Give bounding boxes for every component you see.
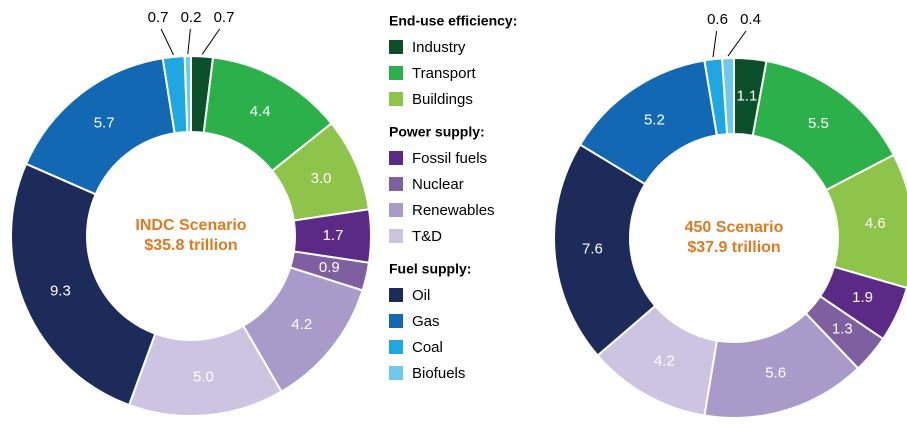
- center-label: INDC Scenario: [135, 217, 246, 234]
- legend-label: Transport: [412, 65, 476, 82]
- value-label: 1.3: [832, 321, 853, 338]
- value-label: 5.2: [644, 111, 665, 128]
- donut-segment: [10, 162, 157, 407]
- value-label: 4.6: [865, 215, 886, 232]
- leader-line: [712, 30, 718, 58]
- legend-label: Renewables: [412, 202, 495, 219]
- legend-swatch: [389, 229, 403, 243]
- legend-swatch: [389, 203, 403, 217]
- legend-label: T&D: [412, 228, 442, 245]
- legend-swatch: [389, 177, 403, 191]
- value-label: 9.3: [50, 283, 71, 300]
- legend-swatch: [389, 66, 403, 80]
- legend-label: Biofuels: [412, 365, 465, 382]
- leader-line: [727, 30, 747, 57]
- value-label: 5.0: [193, 368, 214, 385]
- donut-segment: [183, 54, 192, 134]
- legend-swatch: [389, 314, 403, 328]
- value-label: 0.7: [148, 9, 169, 26]
- legend-label: Oil: [412, 287, 430, 304]
- legend-label: Industry: [412, 39, 466, 56]
- value-label: 1.9: [852, 289, 873, 306]
- legend-label: Nuclear: [412, 176, 464, 193]
- value-label: 5.6: [765, 365, 786, 382]
- legend-swatch: [389, 92, 403, 106]
- center-label: 450 Scenario: [685, 219, 784, 236]
- donut-segment: [553, 143, 657, 357]
- legend-label: Buildings: [412, 91, 473, 108]
- value-label: 0.7: [214, 9, 235, 26]
- value-label: 4.2: [654, 353, 675, 370]
- value-label: 5.7: [94, 115, 115, 132]
- value-label: 0.6: [707, 11, 728, 28]
- legend-swatch: [389, 151, 403, 165]
- value-label: 0.4: [740, 11, 761, 28]
- value-label: 0.2: [181, 9, 202, 26]
- legend-swatch: [389, 366, 403, 380]
- center-label: $35.8 trillion: [144, 237, 237, 254]
- legend-heading: End-use efficiency:: [389, 13, 517, 29]
- leader-line: [201, 28, 221, 55]
- donut-segment: [721, 56, 735, 136]
- value-label: 5.5: [808, 115, 829, 132]
- legend-swatch: [389, 40, 403, 54]
- legend-label: Coal: [412, 339, 443, 356]
- leader-line: [187, 28, 191, 55]
- value-label: 3.0: [311, 170, 332, 187]
- value-label: 4.4: [250, 103, 271, 120]
- center-label: $37.9 trillion: [687, 239, 780, 256]
- legend-heading: Fuel supply:: [389, 261, 471, 277]
- value-label: 4.2: [291, 316, 312, 333]
- value-label: 1.7: [323, 227, 344, 244]
- legend-label: Fossil fuels: [412, 150, 487, 167]
- value-label: 7.6: [582, 241, 603, 258]
- value-label: 0.9: [319, 259, 340, 276]
- legend-swatch: [389, 288, 403, 302]
- legend-swatch: [389, 340, 403, 354]
- legend-heading: Power supply:: [389, 124, 485, 140]
- leader-line: [160, 28, 174, 56]
- value-label: 1.1: [736, 88, 757, 105]
- legend-label: Gas: [412, 313, 440, 330]
